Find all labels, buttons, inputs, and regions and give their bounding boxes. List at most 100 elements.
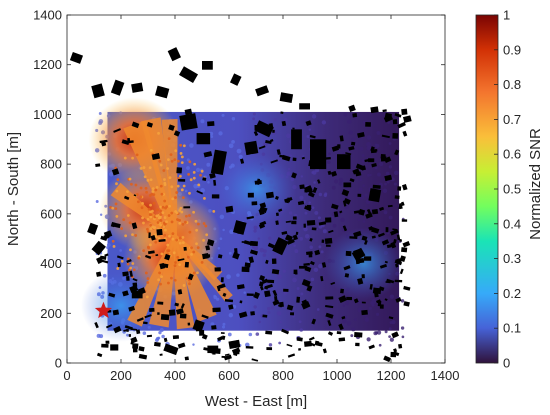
coverage-dot [393,182,397,186]
building [314,249,321,256]
building [333,211,339,218]
snr-dot [120,227,124,230]
snr-dot [140,206,144,210]
coverage-dot [390,177,395,182]
building [292,127,295,130]
building [337,144,341,149]
building [325,304,334,309]
coverage-dot [389,337,394,342]
building [309,134,316,139]
building [69,51,84,64]
building [305,120,312,127]
coverage-dot [370,301,374,305]
x-tick-label: 0 [63,368,70,383]
building [397,186,402,191]
building [132,343,139,349]
building [254,180,262,185]
building [402,115,412,123]
coverage-dot [273,118,277,122]
building [250,311,255,316]
coverage-dot [365,199,371,205]
building [339,135,344,142]
building [125,328,130,333]
building [301,299,308,304]
building [133,194,137,197]
building [399,238,403,242]
building [330,281,336,286]
building [237,228,243,234]
building [247,192,254,198]
snr-dot [188,160,192,164]
building [318,221,327,226]
building [91,83,105,99]
building [284,200,289,204]
snr-dot [161,211,165,215]
building [87,222,99,235]
building [392,351,400,357]
snr-dot [188,230,192,234]
snr-dot [200,169,204,173]
snr-dot [166,249,169,253]
building [209,172,216,179]
coverage-dot [252,112,256,116]
building [177,258,185,262]
coverage-dot [222,322,226,326]
building [234,248,238,254]
coverage-dot [236,148,242,154]
snr-dot [186,255,190,259]
snr-dot [160,192,164,196]
snr-dot [126,190,129,194]
building [184,261,190,268]
snr-dot [204,224,208,228]
building [211,325,217,330]
building [342,200,347,207]
coverage-dot [375,143,380,148]
snr-dot [134,183,138,187]
snr-dot [178,236,182,240]
building [203,151,213,158]
coverage-dot [384,330,388,334]
snr-dot [197,222,200,226]
coverage-dot [195,167,201,172]
building [105,324,113,329]
snr-dot [139,195,143,199]
x-axis-title: West - East [m] [205,393,307,410]
building [180,303,185,309]
building [145,254,152,259]
snr-dot [171,197,175,201]
building [253,130,259,137]
building [112,309,120,316]
building [368,188,382,203]
building [372,184,381,189]
building [370,106,379,114]
building [358,208,366,216]
snr-dot [146,277,150,280]
coverage-dot [227,332,232,337]
building [395,297,402,303]
building [299,265,308,269]
snr-dot [180,155,184,159]
snr-dot [165,220,168,224]
building [232,220,247,235]
building [281,154,291,162]
building [131,290,143,299]
building [387,204,393,208]
building [206,239,215,247]
x-tick-label: 400 [164,368,186,383]
building [245,346,254,349]
building [353,248,362,254]
snr-dot [142,221,145,225]
snr-dot [192,210,196,214]
building [126,258,132,264]
coverage-dot [236,273,240,277]
x-tick-label: 600 [218,368,240,383]
building [286,343,293,347]
building [174,302,180,307]
building [110,344,119,351]
coverage-dot [389,294,395,299]
building [311,227,317,231]
building [175,308,184,315]
snr-dot [192,176,196,180]
snr-dot [193,162,197,166]
coverage-dot [308,201,311,204]
